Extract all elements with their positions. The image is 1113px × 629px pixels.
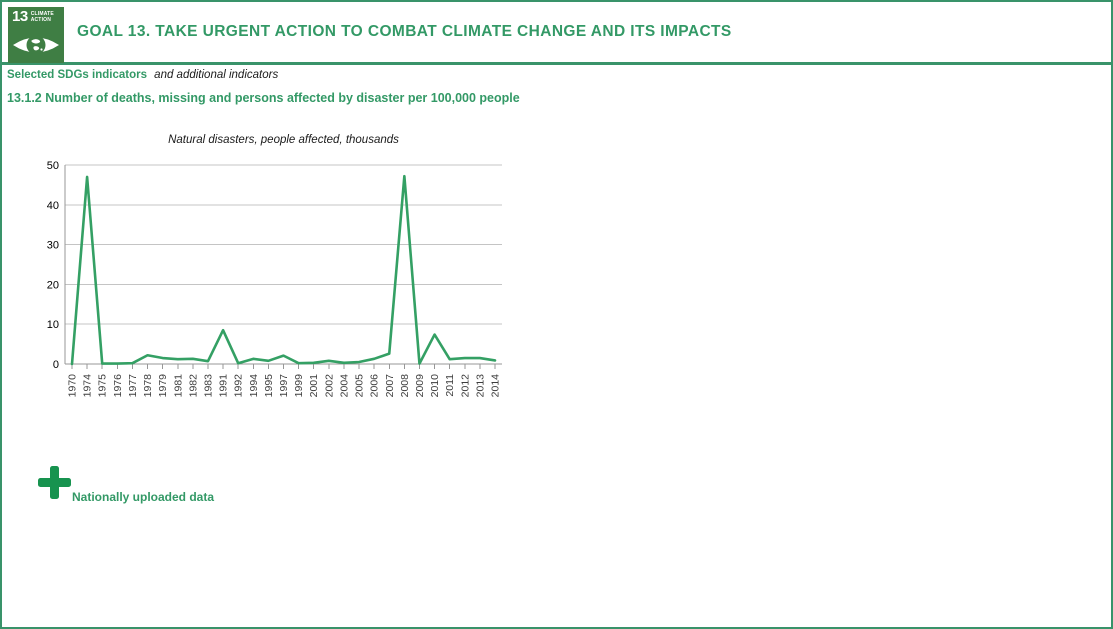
additional-indicators-label: and additional indicators bbox=[154, 69, 279, 81]
svg-text:2002: 2002 bbox=[323, 374, 335, 398]
chart-title: Natural disasters, people affected, thou… bbox=[168, 134, 399, 146]
svg-text:2011: 2011 bbox=[444, 374, 456, 397]
chart-area: Natural disasters, people affected, thou… bbox=[2, 127, 522, 419]
badge-label: CLIMATE ACTION bbox=[30, 11, 54, 23]
badge-number: 13 bbox=[12, 8, 28, 25]
svg-text:2014: 2014 bbox=[490, 374, 502, 398]
svg-text:2006: 2006 bbox=[369, 374, 381, 398]
svg-text:20: 20 bbox=[47, 279, 59, 291]
svg-text:1995: 1995 bbox=[263, 374, 275, 398]
sdg13-climate-action-badge: 13 CLIMATE ACTION bbox=[8, 7, 64, 63]
svg-text:10: 10 bbox=[47, 319, 59, 331]
goal-title: GOAL 13. TAKE URGENT ACTION TO COMBAT CL… bbox=[77, 23, 732, 40]
svg-text:2009: 2009 bbox=[414, 374, 426, 398]
header: 13 CLIMATE ACTION GOAL 13. TAKE URGENT A… bbox=[2, 2, 1111, 65]
svg-text:30: 30 bbox=[47, 240, 59, 252]
svg-text:2005: 2005 bbox=[354, 374, 366, 398]
svg-text:1979: 1979 bbox=[157, 374, 169, 398]
svg-text:2012: 2012 bbox=[459, 374, 471, 398]
svg-text:2013: 2013 bbox=[474, 374, 486, 398]
svg-text:0: 0 bbox=[53, 359, 59, 371]
svg-text:1974: 1974 bbox=[82, 374, 94, 398]
svg-text:2008: 2008 bbox=[399, 374, 411, 398]
indicator-1312-title: 13.1.2 Number of deaths, missing and per… bbox=[7, 91, 520, 105]
svg-text:1975: 1975 bbox=[97, 374, 109, 398]
indicators-bar: Selected SDGs indicators and additional … bbox=[7, 69, 278, 81]
svg-text:1970: 1970 bbox=[67, 374, 79, 398]
svg-text:1982: 1982 bbox=[187, 374, 199, 398]
badge-top: 13 CLIMATE ACTION bbox=[12, 8, 54, 25]
svg-text:1978: 1978 bbox=[142, 374, 154, 398]
nationally-uploaded-data-link[interactable]: Nationally uploaded data bbox=[72, 490, 215, 504]
svg-text:1977: 1977 bbox=[127, 374, 139, 398]
svg-text:40: 40 bbox=[47, 200, 59, 212]
svg-text:1981: 1981 bbox=[172, 374, 184, 398]
selected-sdg-indicators-link[interactable]: Selected SDGs indicators bbox=[7, 69, 147, 81]
svg-text:1997: 1997 bbox=[278, 374, 290, 398]
svg-text:50: 50 bbox=[47, 160, 59, 172]
svg-text:1992: 1992 bbox=[233, 374, 245, 398]
svg-text:1983: 1983 bbox=[202, 374, 214, 398]
svg-text:1999: 1999 bbox=[293, 374, 305, 398]
svg-text:2010: 2010 bbox=[429, 374, 441, 398]
svg-text:2004: 2004 bbox=[338, 374, 350, 398]
svg-text:1976: 1976 bbox=[112, 374, 124, 398]
svg-text:2007: 2007 bbox=[384, 374, 396, 398]
svg-text:2001: 2001 bbox=[308, 374, 320, 398]
eye-globe-icon bbox=[13, 35, 59, 55]
svg-text:1994: 1994 bbox=[248, 374, 260, 398]
expand-plus-icon[interactable] bbox=[38, 466, 71, 499]
svg-text:1991: 1991 bbox=[218, 374, 230, 398]
